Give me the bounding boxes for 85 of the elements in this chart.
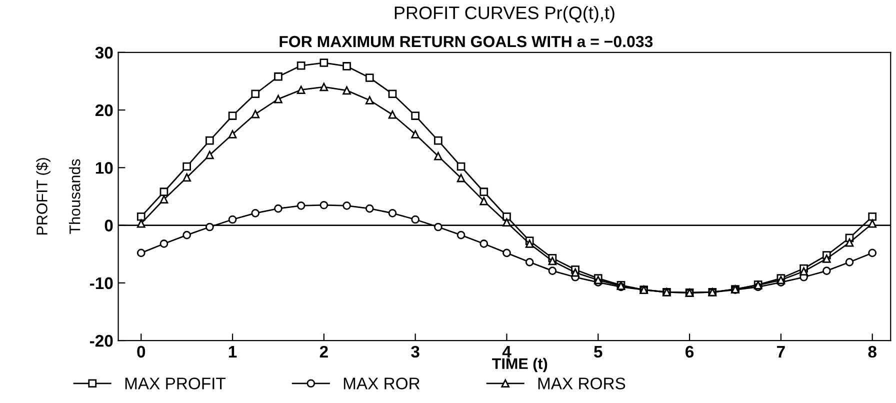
y-tick-label: 20	[95, 104, 113, 116]
point	[160, 195, 168, 204]
x-tick-label: 8	[868, 346, 876, 358]
point	[411, 215, 420, 224]
point	[160, 240, 168, 248]
point	[365, 96, 374, 104]
point	[480, 188, 488, 196]
point	[388, 209, 397, 218]
legend-label: MAX PROFIT	[125, 378, 226, 390]
point	[182, 230, 191, 240]
point	[480, 240, 488, 248]
point	[456, 174, 466, 182]
point	[800, 267, 808, 276]
point	[296, 86, 306, 94]
y-tick-label: 0	[104, 220, 113, 232]
y-tick-label: -10	[90, 277, 113, 290]
point	[206, 136, 214, 145]
x-tick-label: 2	[320, 346, 328, 358]
point	[182, 162, 191, 171]
point	[182, 173, 191, 182]
point	[206, 150, 214, 160]
point	[274, 204, 282, 213]
point	[320, 58, 328, 67]
point	[320, 82, 328, 92]
point	[388, 90, 397, 98]
point	[434, 152, 442, 160]
point	[845, 238, 854, 247]
point	[434, 136, 442, 145]
legend-label: MAX ROR	[344, 378, 420, 390]
point	[251, 90, 260, 98]
point	[296, 61, 306, 70]
x-tick-label: 1	[228, 346, 237, 358]
point	[228, 130, 237, 138]
point	[206, 222, 214, 232]
point	[342, 62, 351, 70]
point	[296, 202, 306, 210]
point	[456, 230, 466, 240]
point	[228, 112, 237, 120]
point	[548, 266, 557, 275]
point	[251, 209, 260, 218]
point	[136, 212, 146, 221]
point	[251, 110, 260, 118]
point	[845, 258, 854, 266]
point	[274, 72, 282, 81]
point	[411, 112, 420, 120]
text: Thousands	[69, 159, 80, 234]
chart-subtitle: FOR MAXIMUM RETURN GOALS WITH a = −0.033	[280, 36, 653, 48]
point	[228, 215, 237, 224]
x-tick-label: 3	[411, 346, 420, 358]
point	[868, 212, 877, 221]
x-axis-title: TIME (t)	[492, 358, 548, 372]
point	[525, 240, 534, 248]
point	[502, 248, 511, 258]
point	[822, 266, 831, 275]
point	[365, 74, 374, 82]
point	[274, 94, 282, 104]
x-tick-label: 5	[594, 346, 602, 358]
point	[480, 196, 488, 206]
point	[342, 202, 351, 210]
x-tick-label: 4	[502, 346, 512, 358]
chart-title: PROFIT CURVES Pr(Q(t),t)	[394, 6, 614, 23]
point	[868, 219, 877, 228]
point	[571, 268, 580, 277]
point	[456, 162, 466, 171]
point	[411, 130, 420, 138]
y-tick-label: -20	[90, 334, 113, 347]
point	[160, 188, 168, 196]
point	[434, 222, 442, 232]
point	[868, 248, 877, 258]
point	[320, 200, 328, 210]
point	[525, 258, 534, 266]
y-axis-title: PROFIT ($)	[36, 158, 50, 235]
point	[548, 256, 557, 266]
x-tick-label: 0	[137, 346, 146, 358]
point	[365, 204, 374, 213]
y-tick-label: 10	[96, 162, 113, 174]
y-tick-label: 30	[95, 46, 113, 59]
point	[388, 110, 397, 119]
point	[822, 254, 831, 263]
x-tick-label: 7	[777, 346, 785, 358]
point	[136, 219, 146, 228]
legend-label: MAX RORS	[538, 378, 626, 390]
x-tick-label: 6	[686, 346, 694, 358]
point	[136, 248, 146, 258]
point	[342, 86, 351, 95]
